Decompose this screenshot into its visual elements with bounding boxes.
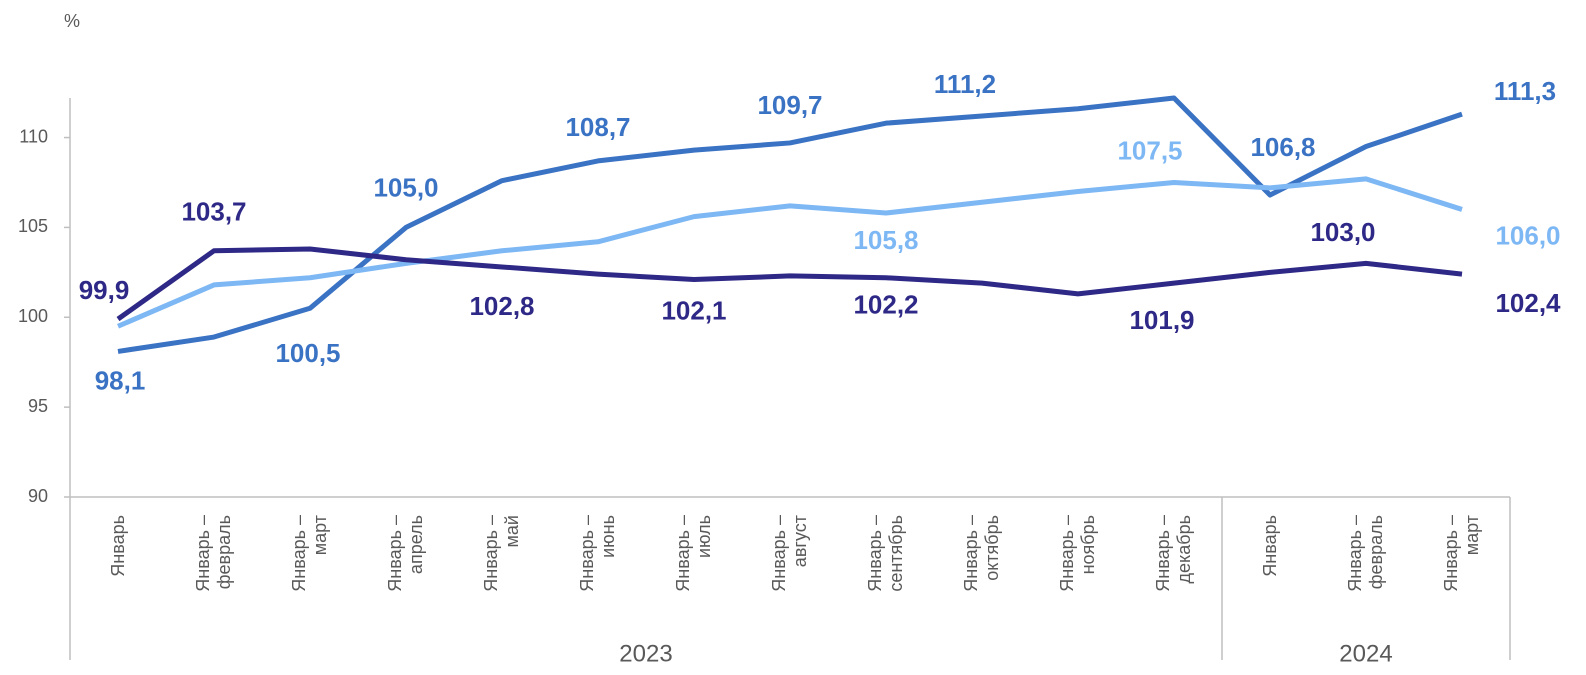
x-tick-label: Январь – март: [287, 515, 333, 615]
data-label: 106,0: [1495, 220, 1560, 250]
x-tick-text: Январь – февраль: [193, 515, 234, 592]
data-label: 108,7: [565, 112, 630, 142]
x-tick-label: Январь – апрель: [383, 515, 429, 615]
x-tick-text: Январь – май: [481, 515, 522, 592]
x-tick-label: Январь – май: [479, 515, 525, 615]
series-line: [117, 95, 1463, 354]
x-tick-label: Январь – июнь: [575, 515, 621, 615]
x-tick-text: Январь – август: [769, 515, 810, 592]
data-label: 101,9: [1129, 305, 1194, 335]
x-tick-text: Январь – сентябрь: [865, 515, 906, 592]
x-tick-label: Январь: [95, 515, 141, 615]
x-tick-label: Январь – сентябрь: [863, 515, 909, 615]
x-tick-text: Январь – февраль: [1345, 515, 1386, 592]
data-label: 102,2: [853, 290, 918, 320]
data-label: 103,7: [181, 197, 246, 227]
y-tick-label: 95: [28, 396, 48, 416]
group-label: 2024: [1339, 640, 1392, 667]
data-label: 107,5: [1117, 135, 1182, 165]
x-tick-text: Январь – апрель: [385, 515, 426, 592]
x-tick-label: Январь – июль: [671, 515, 717, 615]
x-tick-label: Январь – октябрь: [959, 515, 1005, 615]
series-line: [116, 246, 1463, 322]
x-tick-text: Январь – июнь: [577, 515, 618, 592]
data-label: 111,3: [1494, 76, 1556, 106]
y-tick-label: 110: [19, 126, 48, 146]
data-label: 105,0: [373, 172, 438, 202]
x-tick-label: Январь: [1247, 515, 1293, 615]
data-label: 109,7: [757, 90, 822, 120]
y-tick-label: 90: [28, 486, 48, 506]
data-label: 102,4: [1495, 288, 1561, 318]
x-tick-text: Январь – март: [1441, 515, 1482, 592]
data-label: 111,2: [934, 69, 996, 99]
x-tick-label: Январь – февраль: [1343, 515, 1389, 615]
series-line: [117, 176, 1463, 329]
data-label: 98,1: [95, 365, 146, 395]
data-label: 102,8: [469, 291, 534, 321]
x-tick-text: Январь: [107, 515, 128, 577]
data-label: 100,5: [275, 338, 340, 368]
x-tick-text: Январь – ноябрь: [1057, 515, 1098, 592]
group-label: 2023: [619, 640, 672, 667]
y-tick-label: 105: [18, 216, 48, 236]
data-label: 105,8: [853, 225, 918, 255]
x-tick-text: Январь – декабрь: [1153, 515, 1194, 592]
x-tick-label: Январь – февраль: [191, 515, 237, 615]
x-tick-text: Январь: [1259, 515, 1280, 577]
x-tick-text: Январь – март: [289, 515, 330, 592]
x-tick-label: Январь – декабрь: [1151, 515, 1197, 615]
data-label: 106,8: [1250, 132, 1315, 162]
data-label: 103,0: [1310, 217, 1375, 247]
y-tick-label: 100: [18, 306, 48, 326]
x-tick-label: Январь – март: [1439, 515, 1485, 615]
x-tick-text: Январь – июль: [673, 515, 714, 592]
y-unit-label: %: [64, 11, 80, 31]
data-label: 99,9: [79, 275, 130, 305]
x-tick-text: Январь – октябрь: [961, 515, 1002, 592]
x-tick-label: Январь – август: [767, 515, 813, 615]
x-tick-label: Январь – ноябрь: [1055, 515, 1101, 615]
data-label: 102,1: [661, 295, 726, 325]
